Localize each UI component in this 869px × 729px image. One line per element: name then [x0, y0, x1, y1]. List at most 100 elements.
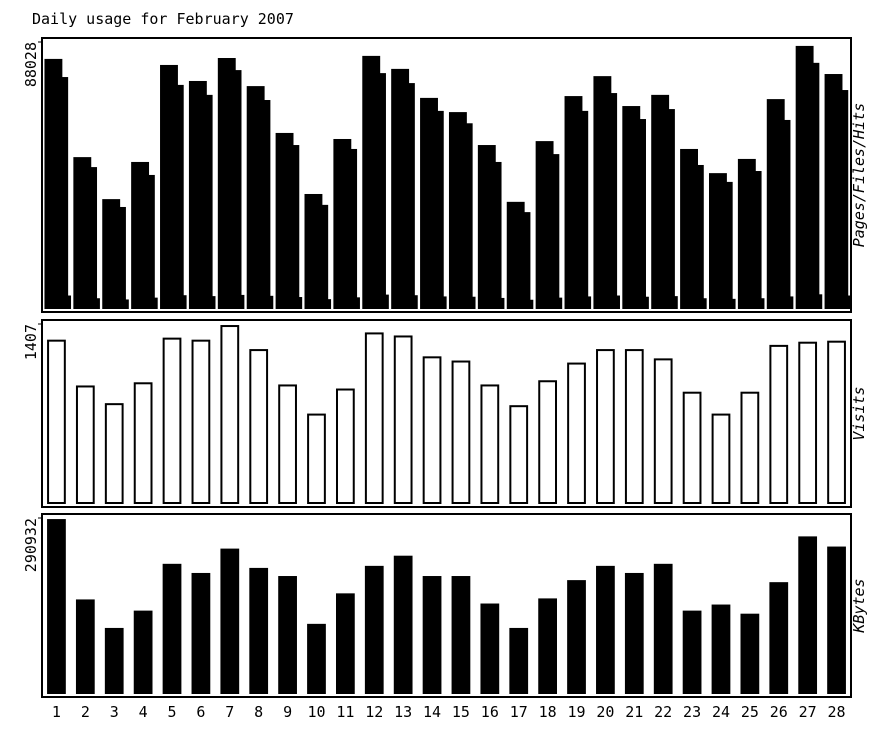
bar: [307, 413, 326, 505]
x-tick-label: 23: [683, 703, 701, 721]
bar: [538, 598, 558, 694]
bar: [335, 593, 355, 694]
x-tick-label: 27: [799, 703, 817, 721]
x-tick-label: 5: [168, 703, 177, 721]
x-tick-label: 15: [452, 703, 470, 721]
bar: [512, 212, 531, 309]
bar: [769, 582, 789, 694]
x-tick-label: 1: [52, 703, 61, 721]
bar: [75, 385, 95, 504]
bar: [287, 297, 303, 309]
bar: [749, 298, 765, 309]
x-tick-label: 7: [225, 703, 234, 721]
bar: [798, 341, 818, 505]
x-tick-label: 25: [741, 703, 759, 721]
bar: [229, 294, 245, 309]
bar: [344, 297, 360, 310]
bar: [47, 339, 66, 504]
x-tick-label: 21: [625, 703, 643, 721]
x-tick-label: 4: [139, 703, 148, 721]
bar: [364, 332, 384, 505]
bar: [431, 296, 447, 310]
y-axis-label: Visits: [850, 386, 868, 440]
bar: [740, 613, 760, 695]
bar: [576, 296, 592, 310]
bar: [252, 100, 271, 309]
bar: [547, 297, 563, 310]
bar: [480, 603, 500, 695]
bar: [483, 161, 502, 309]
bar: [743, 171, 762, 309]
bar: [653, 563, 673, 695]
bar: [133, 610, 153, 694]
panel-frame: [41, 37, 852, 313]
bar: [451, 576, 471, 695]
x-tick-label: 13: [394, 703, 412, 721]
bar: [599, 93, 618, 310]
bar: [136, 174, 155, 309]
bar: [220, 548, 240, 695]
bar: [682, 610, 702, 694]
bar: [489, 297, 505, 309]
bar: [711, 604, 731, 694]
bar: [335, 388, 355, 504]
bar: [142, 297, 158, 310]
bar: [171, 295, 187, 310]
bar: [104, 403, 124, 505]
bar: [162, 563, 182, 695]
bar: [108, 206, 126, 309]
y-tick-label: 88028: [22, 42, 40, 87]
bar: [113, 299, 129, 310]
x-tick-label: 12: [365, 703, 383, 721]
y-axis-label: Pages/Files/Hits: [850, 103, 868, 248]
x-tick-label: 28: [828, 703, 846, 721]
panel-frame: [41, 319, 852, 508]
x-tick-label: 9: [283, 703, 292, 721]
bar: [75, 599, 95, 694]
bar: [162, 337, 182, 505]
bar: [47, 519, 66, 694]
bar: [628, 119, 646, 309]
bar: [50, 77, 69, 309]
bar: [740, 391, 760, 505]
x-tick-label: 18: [539, 703, 557, 721]
bar: [422, 576, 442, 695]
bar: [567, 580, 586, 694]
bar: [596, 565, 615, 695]
bar: [541, 154, 560, 309]
bar: [393, 555, 413, 694]
x-tick-label: 2: [81, 703, 90, 721]
bar: [249, 349, 269, 505]
bar: [807, 294, 823, 310]
bar: [339, 148, 358, 309]
bar: [653, 358, 673, 505]
bar: [460, 296, 476, 309]
y-tick-label: 1407: [22, 324, 40, 360]
bar: [596, 349, 615, 505]
bar: [827, 340, 846, 504]
bar: [281, 145, 300, 309]
bar: [656, 109, 675, 309]
y-axis-label: KBytes: [850, 578, 868, 633]
bar: [56, 295, 72, 310]
bar: [662, 296, 678, 309]
bar: [685, 164, 704, 309]
x-tick-label: 26: [770, 703, 788, 721]
bar: [368, 73, 386, 309]
bar: [682, 391, 702, 505]
x-tick-label: 19: [567, 703, 585, 721]
bar: [778, 296, 794, 310]
x-tick-label: 22: [654, 703, 672, 721]
x-tick-label: 17: [510, 703, 528, 721]
bar: [373, 294, 389, 309]
panel-frame: [41, 513, 852, 698]
bar: [624, 349, 644, 505]
bar: [633, 296, 649, 309]
bar: [509, 627, 529, 695]
bar: [714, 181, 733, 309]
bar: [830, 90, 849, 309]
bar: [133, 382, 153, 504]
bar: [538, 380, 558, 505]
bar: [278, 576, 297, 695]
